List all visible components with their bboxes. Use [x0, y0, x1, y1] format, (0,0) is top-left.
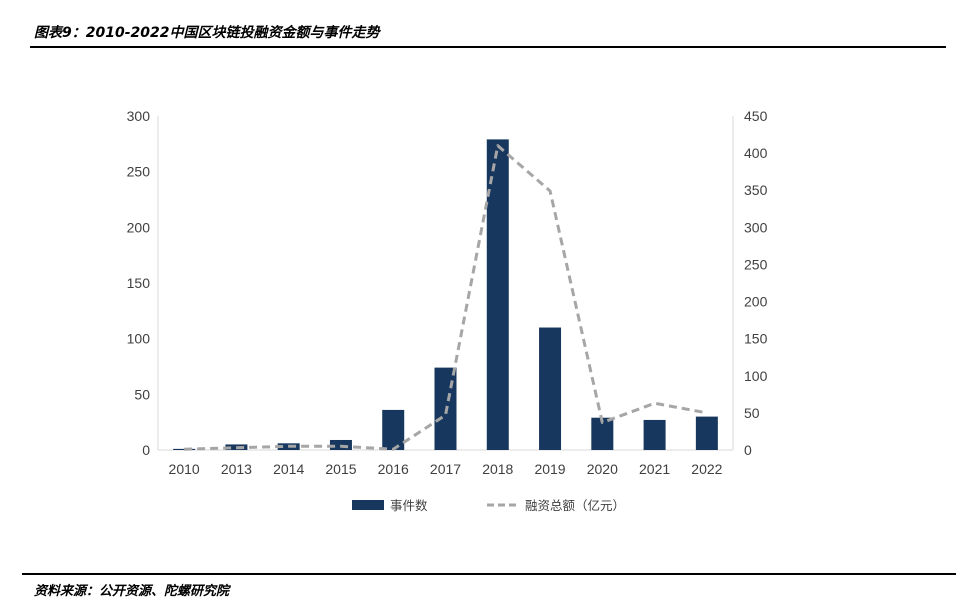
y-right-tick-label: 150: [744, 331, 768, 347]
y-left-tick-label: 0: [142, 442, 150, 458]
legend-label-funding: 融资总额（亿元）: [525, 498, 625, 513]
source-note: 资料来源：公开资源、陀螺研究院: [34, 584, 230, 599]
line-funding-total: [184, 144, 708, 451]
x-tick-label: 2018: [482, 461, 513, 477]
y-left-tick-label: 150: [127, 275, 151, 291]
x-tick-label: 2019: [534, 461, 565, 477]
x-tick-label: 2022: [691, 461, 722, 477]
legend-swatch-events: [352, 500, 384, 510]
y-left-tick-label: 300: [127, 108, 151, 124]
y-right-tick-label: 200: [744, 294, 768, 310]
y-right-tick-label: 300: [744, 219, 768, 235]
bar-events: [695, 416, 718, 450]
y-right-tick-label: 50: [744, 405, 760, 421]
bar-events: [643, 419, 666, 450]
x-tick-label: 2021: [639, 461, 670, 477]
x-tick-label: 2020: [587, 461, 618, 477]
x-tick-label: 2013: [221, 461, 252, 477]
y-left-tick-label: 200: [127, 219, 151, 235]
x-tick-label: 2015: [325, 461, 356, 477]
bar-events: [486, 139, 509, 450]
y-right-tick-label: 0: [744, 442, 752, 458]
y-right-tick-label: 100: [744, 368, 768, 384]
bar-events: [382, 409, 405, 450]
bar-events: [539, 327, 562, 450]
bar-events: [591, 417, 614, 450]
y-left-tick-label: 250: [127, 164, 151, 180]
x-tick-label: 2017: [430, 461, 461, 477]
y-right-tick-label: 350: [744, 182, 768, 198]
bar-events: [173, 448, 196, 450]
y-right-tick-label: 250: [744, 256, 768, 272]
legend-label-events: 事件数: [390, 498, 428, 513]
x-tick-label: 2014: [273, 461, 304, 477]
y-right-tick-label: 450: [744, 108, 768, 124]
y-left-tick-label: 50: [134, 386, 150, 402]
y-right-tick-label: 400: [744, 145, 768, 161]
bottom-rule: [22, 573, 956, 575]
x-tick-label: 2016: [378, 461, 409, 477]
y-left-tick-label: 100: [127, 331, 151, 347]
top-rule: [30, 46, 946, 48]
figure-title: 图表9：2010-2022中国区块链投融资金额与事件走势: [34, 25, 380, 41]
x-tick-label: 2010: [169, 461, 200, 477]
